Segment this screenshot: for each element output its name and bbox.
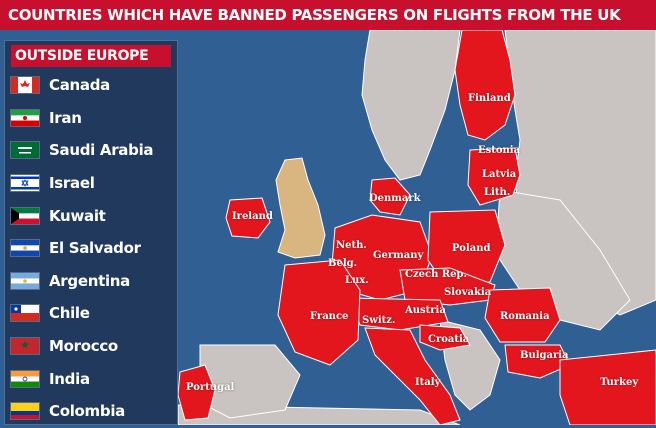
portugal-shape bbox=[177, 364, 216, 421]
uk-shape bbox=[275, 157, 326, 259]
finland-shape bbox=[454, 29, 516, 141]
country-name: Morocco bbox=[49, 337, 118, 356]
label-estonia: Estonia bbox=[478, 145, 521, 156]
label-netherlands: Neth. bbox=[336, 240, 367, 251]
label-ireland: Ireland bbox=[232, 211, 273, 222]
list-item: Argentina bbox=[11, 265, 153, 298]
label-lithuania: Lith. bbox=[484, 187, 511, 198]
label-denmark: Denmark bbox=[369, 193, 421, 204]
colombia-flag-icon bbox=[11, 403, 39, 420]
label-croatia: Croatia bbox=[428, 334, 470, 345]
label-austria: Austria bbox=[405, 305, 446, 316]
list-item: Morocco bbox=[11, 330, 153, 363]
label-france: France bbox=[310, 311, 349, 322]
israel-flag-icon bbox=[11, 175, 39, 192]
list-item: Colombia bbox=[11, 395, 153, 428]
denmark-shape bbox=[369, 177, 411, 216]
country-name: Canada bbox=[49, 76, 110, 95]
country-name: Israel bbox=[49, 174, 95, 193]
legend-header: OUTSIDE EUROPE bbox=[11, 45, 171, 67]
ireland-shape bbox=[225, 197, 271, 239]
italy-shape bbox=[364, 327, 461, 425]
list-item: Saudi Arabia bbox=[11, 134, 154, 167]
label-poland: Poland bbox=[452, 243, 491, 254]
chile-flag-icon bbox=[11, 305, 39, 322]
list-item: Iran bbox=[11, 102, 153, 135]
country-name: El Salvador bbox=[49, 239, 141, 258]
legend-list: Canada Iran Saudi Arabia Israel Kuwait E… bbox=[11, 69, 154, 428]
kuwait-flag-icon bbox=[11, 207, 39, 224]
morocco-flag-icon bbox=[11, 338, 39, 355]
list-item: Kuwait bbox=[11, 199, 153, 232]
country-name: Chile bbox=[49, 304, 90, 323]
country-name: Kuwait bbox=[49, 206, 106, 225]
iran-flag-icon bbox=[11, 109, 39, 126]
label-bulgaria: Bulgaria bbox=[520, 350, 569, 361]
label-czech: Czech Rep. bbox=[405, 269, 467, 280]
el-salvador-flag-icon bbox=[11, 240, 39, 257]
label-luxembourg: Lux. bbox=[345, 275, 369, 286]
canada-flag-icon bbox=[11, 77, 39, 94]
turkey-shape bbox=[559, 349, 656, 425]
list-item: El Salvador bbox=[11, 232, 153, 265]
country-name: Iran bbox=[49, 108, 82, 127]
croatia-shape bbox=[419, 324, 471, 351]
poland-shape bbox=[427, 209, 506, 286]
country-name: Colombia bbox=[49, 402, 125, 421]
france-shape bbox=[277, 259, 361, 366]
list-item: Israel bbox=[11, 167, 153, 200]
list-item: India bbox=[11, 362, 153, 395]
label-latvia: Latvia bbox=[482, 169, 517, 180]
label-switzerland: Switz. bbox=[362, 315, 396, 326]
india-flag-icon bbox=[11, 370, 39, 387]
list-item: Canada bbox=[11, 69, 153, 102]
bulgaria-shape bbox=[504, 344, 571, 379]
label-belgium: Belg. bbox=[328, 258, 358, 269]
label-germany: Germany bbox=[373, 250, 424, 261]
romania-shape bbox=[484, 287, 561, 343]
label-romania: Romania bbox=[500, 311, 550, 322]
label-slovakia: Slovakia bbox=[444, 287, 492, 298]
label-finland: Finland bbox=[468, 93, 511, 104]
country-name: Argentina bbox=[49, 271, 131, 290]
saudi-arabia-flag-icon bbox=[11, 142, 39, 159]
label-turkey: Turkey bbox=[600, 377, 639, 388]
baltics-shape bbox=[467, 147, 521, 206]
country-name: India bbox=[49, 369, 90, 388]
page-title: COUNTRIES WHICH HAVE BANNED PASSENGERS O… bbox=[0, 0, 656, 30]
label-italy: Italy bbox=[415, 377, 441, 388]
label-portugal: Portugal bbox=[186, 382, 235, 393]
country-name: Saudi Arabia bbox=[49, 141, 154, 160]
legend-panel: OUTSIDE EUROPE Canada Iran Saudi Arabia … bbox=[4, 40, 178, 425]
argentina-flag-icon bbox=[11, 272, 39, 289]
list-item: Chile bbox=[11, 297, 153, 330]
